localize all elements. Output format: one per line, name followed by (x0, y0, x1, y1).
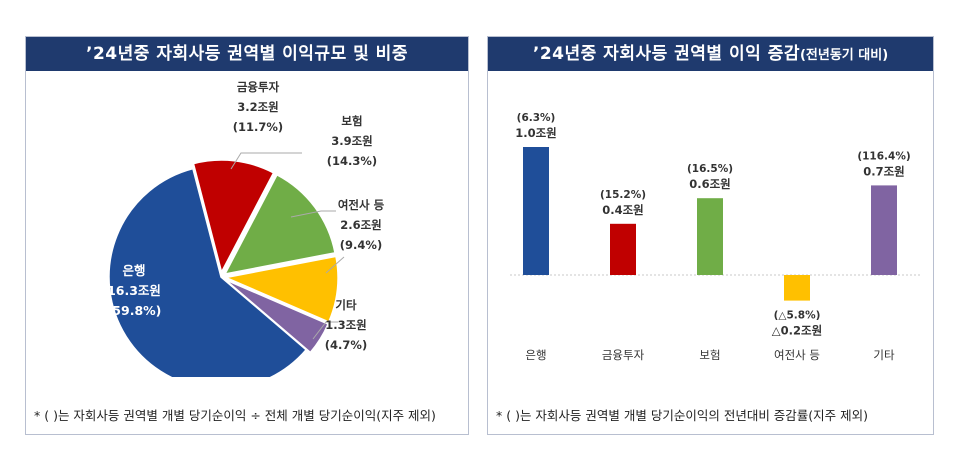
pie-label-share: (11.7%) (233, 120, 283, 134)
bar-category-label-3: 여전사 등 (774, 348, 820, 362)
bar-rate-label-3: (△5.8%) (774, 310, 821, 322)
bar-3 (784, 275, 810, 301)
pie-label-amount: 2.6조원 (340, 218, 382, 232)
pie-slice-0 (108, 167, 308, 377)
bar-category-label-4: 기타 (873, 348, 895, 362)
pie-label-share: (4.7%) (325, 338, 367, 352)
pie-leader-1 (230, 152, 302, 170)
bar-2 (697, 198, 723, 275)
pie-footnote: * ( )는 자회사등 권역별 개별 당기순이익 ÷ 전체 개별 당기순이익(지… (34, 408, 436, 423)
pie-label-amount: 16.3조원 (107, 283, 161, 298)
pie-label-name: 은행 (122, 263, 145, 278)
bar-value-label-3: △0.2조원 (772, 324, 822, 338)
bar-category-label-2: 보험 (699, 348, 720, 362)
pie-label-amount: 3.2조원 (237, 100, 279, 114)
pie-label-3: 여전사 등 2.6조원 (9.4%) (338, 198, 385, 252)
pie-title: ’24년중 자회사등 권역별 이익규모 및 비중 (26, 37, 468, 71)
pie-slice-1 (192, 159, 275, 275)
bar-category-label-0: 은행 (525, 348, 546, 362)
pie-label-0: 은행 16.3조원 (59.8%) (107, 263, 162, 318)
bar-rate-label-4: (116.4%) (857, 150, 910, 162)
pie-label-4: 기타 1.3조원 (4.7%) (325, 298, 367, 352)
bar-rate-label-0: (6.3%) (517, 112, 556, 124)
pie-panel: ’24년중 자회사등 권역별 이익규모 및 비중 은행 16.3조원 (59.8%)… (25, 36, 469, 435)
pie-chart: 은행 16.3조원 (59.8%) 금융투자 3.2조원 (11.7%) 보험 3.9조원 (1… (107, 80, 385, 377)
bar-0 (523, 147, 549, 275)
pie-label-1: 금융투자 3.2조원 (11.7%) (233, 80, 283, 134)
bar-value-label-4: 0.7조원 (863, 164, 905, 178)
bar-panel: ’24년중 자회사등 권역별 이익 증감(전년동기 대비) (6.3%) 1.0조… (487, 36, 934, 435)
bar-4 (871, 185, 897, 275)
pie-slice-2 (223, 173, 336, 276)
pie-label-name: 기타 (335, 298, 357, 312)
bar-title-sub: (전년동기 대비) (799, 48, 889, 63)
pie-label-share: (59.8%) (107, 303, 162, 318)
bar-value-label-1: 0.4조원 (602, 203, 644, 217)
bar-rate-label-2: (16.5%) (687, 163, 733, 175)
pie-label-share: (9.4%) (340, 238, 382, 252)
pie-slice-4 (224, 278, 330, 354)
pie-label-share: (14.3%) (327, 154, 377, 168)
bar-category-label-1: 금융투자 (602, 348, 645, 362)
pie-leader-4 (312, 321, 338, 340)
pie-leader-2 (290, 210, 336, 218)
pie-leader-3 (325, 256, 345, 274)
bar-value-label-2: 0.6조원 (689, 177, 731, 191)
bar-title: ’24년중 자회사등 권역별 이익 증감 (532, 44, 800, 64)
pie-label-name: 금융투자 (237, 80, 280, 94)
pie-label-amount: 3.9조원 (331, 134, 373, 148)
pie-label-name: 여전사 등 (338, 198, 385, 212)
bar-value-label-0: 1.0조원 (515, 126, 557, 140)
bar-footnote: * ( )는 자회사등 권역별 개별 당기순이익의 전년대비 증감률(지주 제외… (496, 408, 869, 423)
pie-label-amount: 1.3조원 (325, 318, 367, 332)
pie-label-name: 보험 (341, 114, 362, 128)
bar-title-box: ’24년중 자회사등 권역별 이익 증감(전년동기 대비) (488, 37, 933, 71)
pie-label-2: 보험 3.9조원 (14.3%) (327, 114, 377, 168)
bar-rate-label-1: (15.2%) (600, 189, 646, 201)
bar-1 (610, 223, 636, 275)
